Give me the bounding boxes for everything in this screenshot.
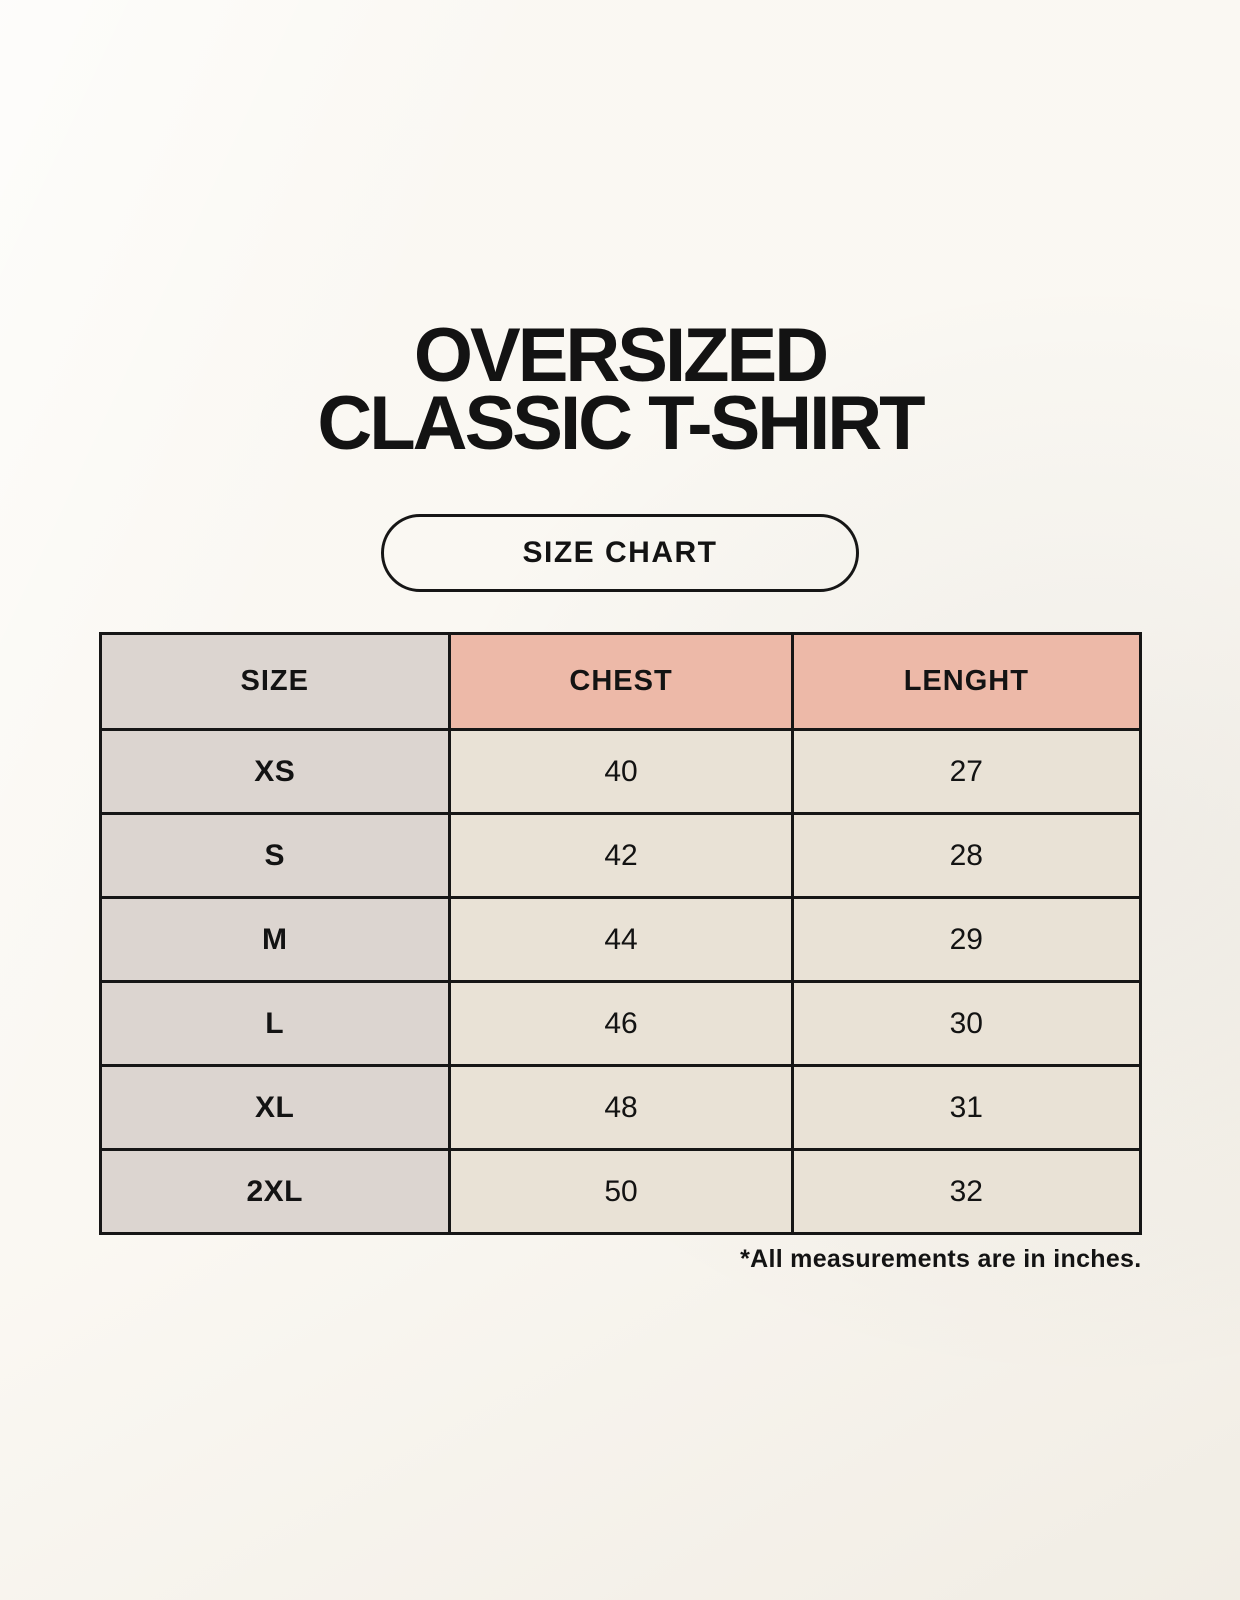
table-row: XS 40 27: [98, 728, 1142, 815]
size-chart-table: SIZE CHEST LENGHT XS 40 27 S 42 28 M 44 …: [98, 632, 1142, 1235]
chest-value: 44: [447, 896, 795, 983]
size-label: 2XL: [98, 1148, 451, 1235]
size-label: XS: [98, 728, 451, 815]
table-row: S 42 28: [98, 812, 1142, 899]
header-chest: CHEST: [447, 632, 795, 731]
length-value: 31: [791, 1064, 1142, 1151]
table-header-row: SIZE CHEST LENGHT: [98, 632, 1142, 731]
chest-value: 46: [447, 980, 795, 1067]
length-value: 30: [791, 980, 1142, 1067]
header-size: SIZE: [98, 632, 451, 731]
table-row: M 44 29: [98, 896, 1142, 983]
size-label: XL: [98, 1064, 451, 1151]
measurements-footnote: *All measurements are in inches.: [740, 1245, 1142, 1273]
header-length: LENGHT: [791, 632, 1142, 731]
product-title-line2: CLASSIC T-SHIRT: [317, 381, 925, 466]
length-value: 29: [791, 896, 1142, 983]
table-row: 2XL 50 32: [98, 1148, 1142, 1235]
size-label: S: [98, 812, 451, 899]
length-value: 28: [791, 812, 1142, 899]
size-chart-button[interactable]: SIZE CHART: [381, 514, 859, 592]
chest-value: 42: [447, 812, 795, 899]
product-title-line1: OVERSIZED: [413, 313, 829, 398]
chest-value: 50: [447, 1148, 795, 1235]
chest-value: 48: [447, 1064, 795, 1151]
size-label: M: [98, 896, 451, 983]
size-label: L: [98, 980, 451, 1067]
length-value: 27: [791, 728, 1142, 815]
chest-value: 40: [447, 728, 795, 815]
table-row: XL 48 31: [98, 1064, 1142, 1151]
table-row: L 46 30: [98, 980, 1142, 1067]
length-value: 32: [791, 1148, 1142, 1235]
product-title: OVERSIZED CLASSIC T-SHIRT: [0, 0, 1240, 466]
